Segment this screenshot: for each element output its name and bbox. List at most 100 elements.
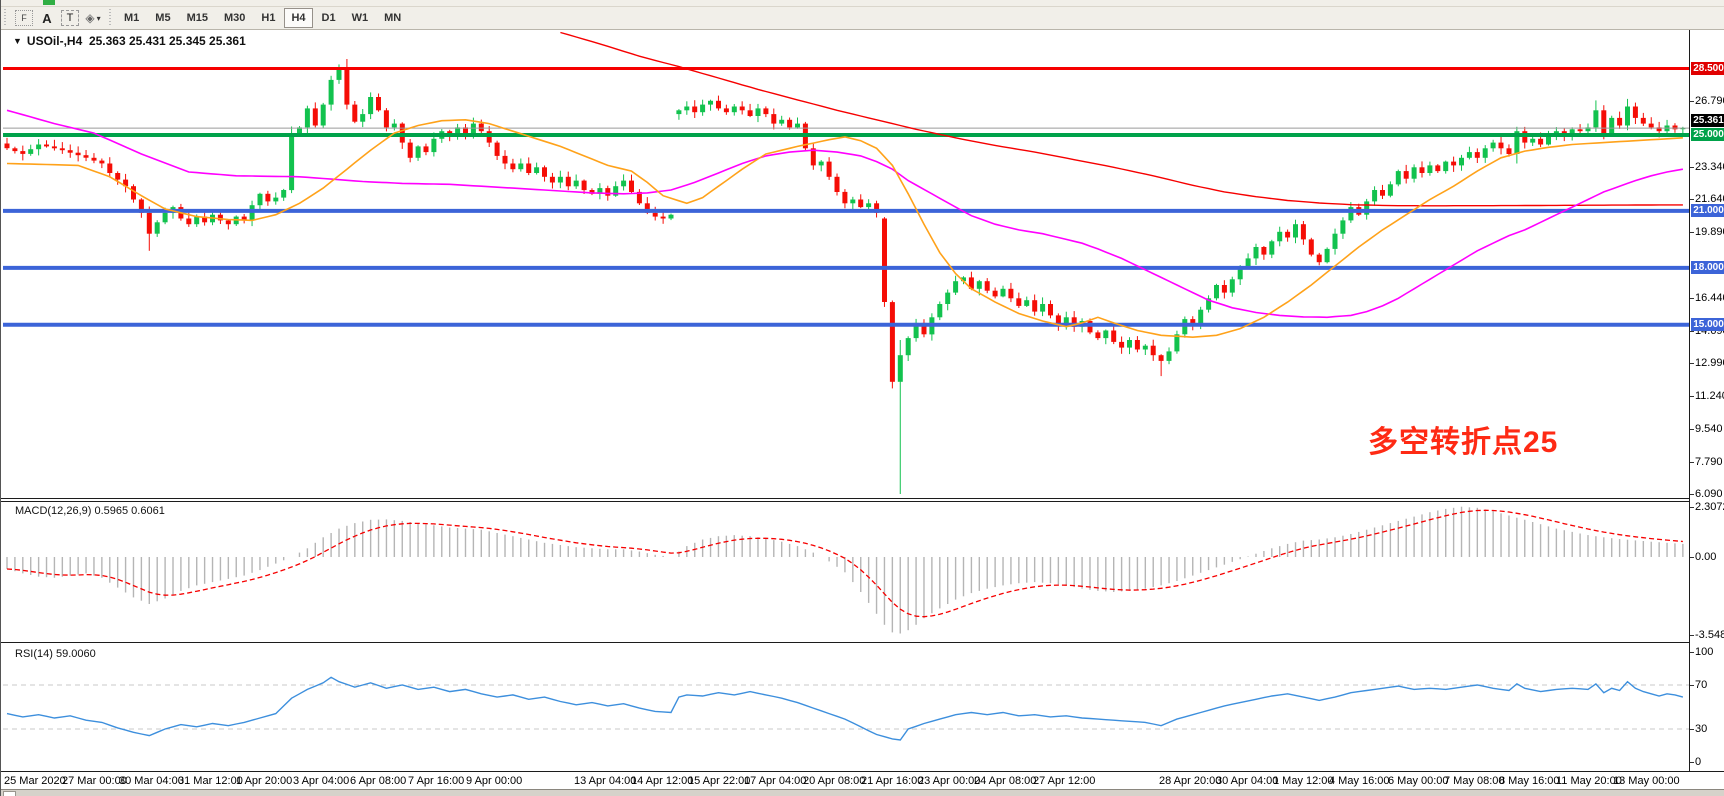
- price-level-badge: 28.500: [1691, 62, 1724, 75]
- timeframe-button-h4[interactable]: H4: [284, 8, 313, 28]
- chart-menu-caret-icon[interactable]: ▼: [13, 36, 22, 46]
- dropdown-caret-icon[interactable]: ▾: [96, 13, 101, 23]
- time-label: 15 Apr 22:00: [688, 775, 751, 787]
- price-label-tick: [1690, 199, 1694, 200]
- timeframe-button-d1[interactable]: D1: [321, 12, 336, 24]
- toolbar: F A T ◈ ▾ M1 M5 M15 M30 H1 H4 D1 W1 MN: [1, 7, 1724, 30]
- price-label-tick: [1690, 232, 1694, 233]
- time-label: 8 May 16:00: [1499, 775, 1560, 787]
- rsi-panel[interactable]: RSI(14) 59.0060: [1, 645, 1724, 770]
- macd-plot[interactable]: [3, 502, 1689, 642]
- rsi-axis-label: 30: [1695, 723, 1708, 735]
- time-label: 17 Apr 04:00: [744, 775, 807, 787]
- rsi-plot[interactable]: [3, 645, 1689, 770]
- price-label-tick: [1690, 167, 1694, 168]
- chart-symbol-period: USOil-,H4: [26, 34, 83, 48]
- price-label-tick: [1690, 331, 1694, 332]
- time-label: 7 May 08:00: [1444, 775, 1505, 787]
- time-label: 27 Mar 00:00: [62, 775, 127, 787]
- macd-axis-label: 0.00: [1695, 551, 1717, 563]
- time-label: 9 Apr 00:00: [466, 775, 523, 787]
- price-label-tick: [1690, 429, 1694, 430]
- objects-icon[interactable]: ◈ ▾: [81, 7, 105, 29]
- current-price-badge: 25.361: [1691, 114, 1724, 127]
- price-chart-panel[interactable]: ▼ USOil-,H4 25.363 25.431 25.345 25.361 多…: [1, 30, 1724, 498]
- macd-panel[interactable]: MACD(12,26,9) 0.5965 0.6061: [1, 502, 1724, 642]
- timeframe-button-mn[interactable]: MN: [384, 12, 402, 24]
- status-strip: [1, 789, 1724, 796]
- price-axis[interactable]: 26.79023.34021.64019.89016.44014.69012.9…: [1689, 30, 1724, 771]
- timeframe-button-m1[interactable]: M1: [124, 12, 140, 24]
- upper-toolbar-sliver: [1, 0, 1724, 7]
- panel-separator-3[interactable]: [1, 642, 1724, 643]
- time-label: 1 Apr 20:00: [236, 775, 293, 787]
- price-label-tick: [1690, 101, 1694, 102]
- time-label: 27 Apr 12:00: [1033, 775, 1096, 787]
- price-level-badge: 21.000: [1691, 204, 1724, 217]
- rsi-axis-label: 0: [1695, 756, 1702, 768]
- macd-axis-label-tick: [1690, 507, 1694, 508]
- toolbar-grip[interactable]: [4, 9, 8, 27]
- time-label: 23 Apr 00:00: [918, 775, 981, 787]
- time-label: 25 Mar 2020: [4, 775, 66, 787]
- time-label: 13 Apr 04:00: [574, 775, 637, 787]
- connection-status-icon: [43, 0, 55, 5]
- rsi-axis-label-tick: [1690, 685, 1694, 686]
- candlestick-plot[interactable]: [3, 30, 1689, 498]
- price-label-tick: [1690, 363, 1694, 364]
- price-label-tick: [1690, 396, 1694, 397]
- panel-separator[interactable]: [1, 498, 1724, 499]
- time-label: 30 Apr 04:00: [1216, 775, 1279, 787]
- time-label: 20 Apr 08:00: [803, 775, 866, 787]
- macd-label: MACD(12,26,9) 0.5965 0.6061: [15, 505, 165, 517]
- price-label: 19.890: [1695, 226, 1724, 238]
- rsi-axis-label: 100: [1695, 646, 1714, 658]
- time-label: 31 Mar 12:00: [178, 775, 243, 787]
- chart-ohlc-values: 25.363 25.431 25.345 25.361: [88, 34, 246, 48]
- timeframe-button-h1[interactable]: H1: [261, 12, 276, 24]
- price-label-tick: [1690, 462, 1694, 463]
- rsi-axis-label-tick: [1690, 729, 1694, 730]
- macd-axis-label-tick: [1690, 635, 1694, 636]
- rsi-axis-label: 70: [1695, 679, 1708, 691]
- chart-text-annotation[interactable]: 多空转折点25: [1368, 426, 1559, 459]
- price-label: 7.790: [1695, 456, 1723, 468]
- timeframe-button-m15[interactable]: M15: [186, 12, 208, 24]
- time-label: 7 Apr 16:00: [408, 775, 465, 787]
- indicator-f-icon[interactable]: F: [15, 10, 33, 26]
- time-axis[interactable]: 25 Mar 2020 27 Mar 00:00 30 Mar 04:00 31 Ma…: [1, 771, 1724, 789]
- time-label: 30 Mar 04:00: [119, 775, 184, 787]
- timeframe-button-m5[interactable]: M5: [155, 12, 171, 24]
- price-level-badge: 15.000: [1691, 318, 1724, 331]
- time-label: 14 Apr 12:00: [631, 775, 694, 787]
- timeframe-button-m30[interactable]: M30: [223, 12, 246, 24]
- time-label: 6 May 00:00: [1388, 775, 1449, 787]
- price-label: 26.790: [1695, 95, 1724, 107]
- toolbar-grip-2[interactable]: [109, 9, 113, 27]
- text-label-icon[interactable]: A: [42, 10, 52, 26]
- objects-glyph: ◈: [85, 11, 95, 25]
- macd-axis-label: -3.5484: [1695, 629, 1724, 641]
- price-label: 11.240: [1695, 390, 1724, 402]
- price-label: 21.640: [1695, 193, 1724, 205]
- price-label-tick: [1690, 298, 1694, 299]
- time-label: 1 May 12:00: [1273, 775, 1334, 787]
- fast-navigation-box[interactable]: [3, 791, 16, 796]
- time-label: 6 Apr 08:00: [350, 775, 407, 787]
- price-label: 12.990: [1695, 357, 1724, 369]
- text-tool-icon[interactable]: T: [61, 10, 79, 26]
- price-label: 6.090: [1695, 488, 1723, 500]
- macd-axis-label: 2.3072: [1695, 501, 1724, 513]
- time-label: 3 Apr 04:00: [293, 775, 350, 787]
- time-label: 11 May 20:00: [1556, 775, 1622, 787]
- timeframe-button-group: M1 M5 M15 M30 H1 H4 D1 W1 MN: [116, 8, 409, 28]
- price-label: 23.340: [1695, 161, 1724, 173]
- time-label: 13 May 00:00: [1613, 775, 1680, 787]
- timeframe-button-w1[interactable]: W1: [351, 12, 369, 24]
- price-level-badge: 25.000: [1691, 128, 1724, 141]
- price-label: 9.540: [1695, 423, 1723, 435]
- time-label: 4 May 16:00: [1329, 775, 1390, 787]
- panel-separator-2[interactable]: [1, 501, 1724, 502]
- time-label: 24 Apr 08:00: [974, 775, 1037, 787]
